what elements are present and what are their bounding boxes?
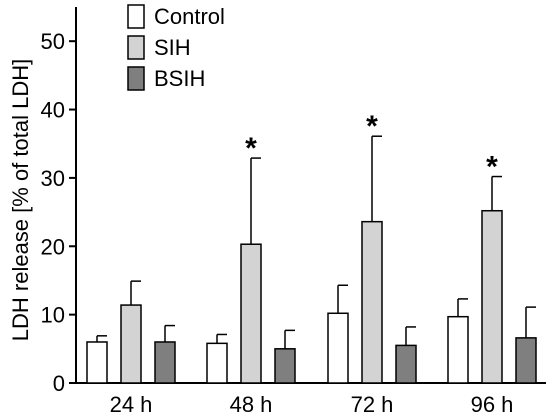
x-tick-label: 48 h — [230, 392, 273, 416]
bar-bsih — [154, 341, 176, 384]
y-tick-label: 10 — [41, 303, 65, 328]
bar-control — [86, 341, 108, 384]
bar-bsih — [274, 348, 296, 384]
bar-sih — [240, 243, 262, 384]
y-axis-title: LDH release [% of total LDH] — [8, 59, 33, 341]
legend-label-sih: SIH — [154, 35, 191, 60]
bar-sih — [361, 220, 383, 384]
legend-label-bsih: BSIH — [154, 66, 205, 91]
legend-swatch-sih — [127, 35, 145, 60]
significance-marker: * — [245, 132, 257, 165]
y-tick-label: 50 — [41, 29, 65, 54]
significance-marker: * — [486, 151, 498, 184]
y-tick-label: 30 — [41, 166, 65, 191]
y-tick-label: 20 — [41, 234, 65, 259]
legend-swatch-control — [127, 4, 145, 29]
bar-control — [327, 312, 349, 384]
plot-area: 0 10 20 30 40 50 24 h 48 h 72 h 96 h * * * — [41, 7, 546, 416]
x-tick-label: 24 h — [110, 392, 153, 416]
y-tick-label: 40 — [41, 98, 65, 123]
y-tick-label: 0 — [53, 371, 65, 396]
x-tick-label: 96 h — [471, 392, 514, 416]
bar-control — [447, 315, 469, 384]
bar-bsih — [395, 344, 417, 384]
bar-sih — [481, 209, 503, 384]
bar-sih — [120, 304, 142, 384]
legend: Control SIH BSIH — [127, 4, 225, 91]
significance-marker: * — [366, 110, 378, 143]
bar-bsih — [515, 337, 537, 384]
bar-control — [206, 342, 228, 384]
legend-swatch-bsih — [127, 66, 145, 91]
legend-label-control: Control — [154, 4, 225, 29]
x-tick-label: 72 h — [351, 392, 394, 416]
